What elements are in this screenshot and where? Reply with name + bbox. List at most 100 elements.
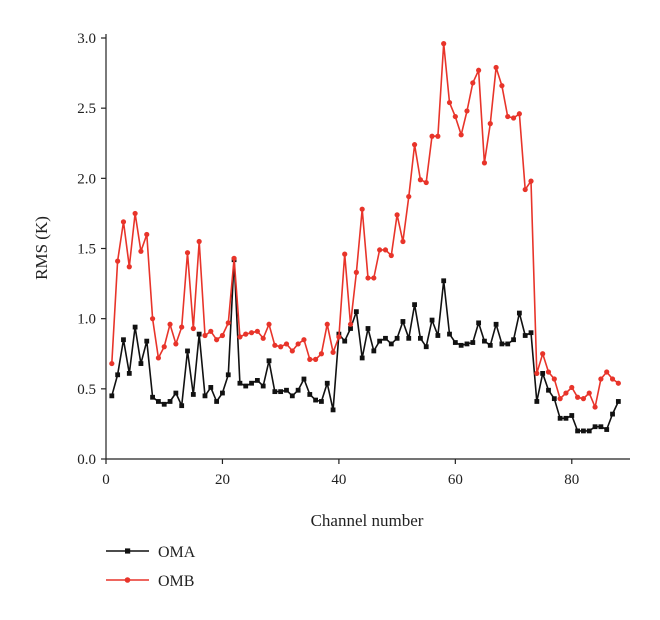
data-point [406, 193, 412, 200]
data-point [371, 275, 377, 281]
data-point [272, 342, 278, 348]
data-point [138, 248, 144, 254]
data-point [505, 341, 511, 347]
data-point [225, 320, 231, 326]
data-point [330, 407, 336, 413]
data-point [295, 387, 301, 393]
data-point [575, 428, 580, 434]
series-layer [109, 41, 621, 434]
data-point [167, 399, 173, 404]
data-point [394, 212, 400, 218]
data-point [458, 342, 464, 348]
data-point [487, 121, 493, 127]
data-point [132, 210, 138, 217]
data-point [196, 331, 202, 337]
data-point [470, 80, 476, 86]
data-point [417, 177, 423, 183]
data-point [231, 255, 237, 261]
data-point [446, 99, 453, 106]
data-point [540, 351, 546, 357]
data-point [208, 328, 214, 334]
data-point [353, 309, 359, 315]
data-point [190, 392, 196, 397]
data-point [144, 338, 150, 344]
data-point [551, 396, 557, 402]
data-point [248, 330, 255, 336]
data-point [202, 332, 208, 339]
data-point [324, 380, 330, 386]
data-point [580, 396, 587, 402]
data-point [307, 392, 313, 397]
data-point [534, 399, 540, 404]
data-point [551, 376, 557, 382]
data-point [516, 310, 522, 316]
data-point [476, 67, 482, 73]
data-point [540, 370, 546, 376]
data-point [522, 186, 528, 193]
data-point [301, 376, 307, 382]
data-point [156, 399, 161, 404]
data-point [342, 338, 348, 344]
legend-marker [125, 548, 131, 554]
data-point [173, 341, 179, 347]
data-point [569, 384, 575, 391]
data-point [121, 337, 126, 343]
data-point [365, 326, 371, 331]
data-point [254, 328, 260, 334]
data-point [482, 338, 487, 344]
data-point [336, 334, 342, 340]
data-point [604, 427, 610, 432]
data-point [452, 340, 458, 345]
data-point [441, 41, 447, 47]
data-point [319, 399, 324, 404]
data-point [563, 390, 569, 396]
data-point [435, 133, 441, 139]
x-tick-label: 0 [102, 472, 110, 488]
data-point [284, 387, 289, 393]
data-point [161, 344, 167, 350]
data-point [173, 390, 179, 396]
data-point [545, 369, 552, 375]
data-point [126, 264, 132, 270]
y-axis-label: RMS (K) [32, 216, 51, 280]
data-point [586, 390, 592, 396]
data-point [161, 401, 167, 407]
data-point [115, 372, 121, 378]
data-point [493, 64, 499, 71]
data-point [324, 321, 330, 327]
legend-label: OMB [158, 573, 194, 590]
y-tick-label: 2.0 [77, 171, 96, 187]
data-point [202, 393, 208, 399]
data-point [190, 325, 196, 332]
data-point [237, 334, 243, 340]
data-point [347, 321, 354, 327]
data-point [377, 338, 383, 344]
x-tick-label: 20 [215, 472, 230, 488]
data-point [476, 320, 482, 326]
data-point [511, 337, 516, 343]
data-point [149, 316, 156, 322]
data-point [615, 399, 621, 404]
data-point [493, 321, 499, 327]
data-point [278, 344, 284, 350]
x-axis-label: Channel number [311, 511, 424, 530]
legend-item-oma: OMA [106, 544, 196, 561]
data-point [499, 83, 505, 89]
data-point [266, 321, 272, 327]
data-point [522, 333, 528, 338]
data-point [487, 342, 493, 348]
data-point [179, 324, 185, 330]
data-point [609, 376, 616, 382]
data-point [313, 356, 319, 362]
y-tick-label: 2.5 [77, 101, 96, 117]
data-point [109, 360, 115, 367]
data-point [289, 348, 295, 354]
data-point [109, 393, 115, 399]
data-point [586, 428, 592, 434]
data-point [132, 324, 138, 330]
series-omb [109, 41, 621, 410]
x-tick-label: 80 [564, 472, 579, 488]
data-point [237, 380, 243, 386]
data-point [243, 331, 249, 337]
data-point [429, 133, 435, 139]
